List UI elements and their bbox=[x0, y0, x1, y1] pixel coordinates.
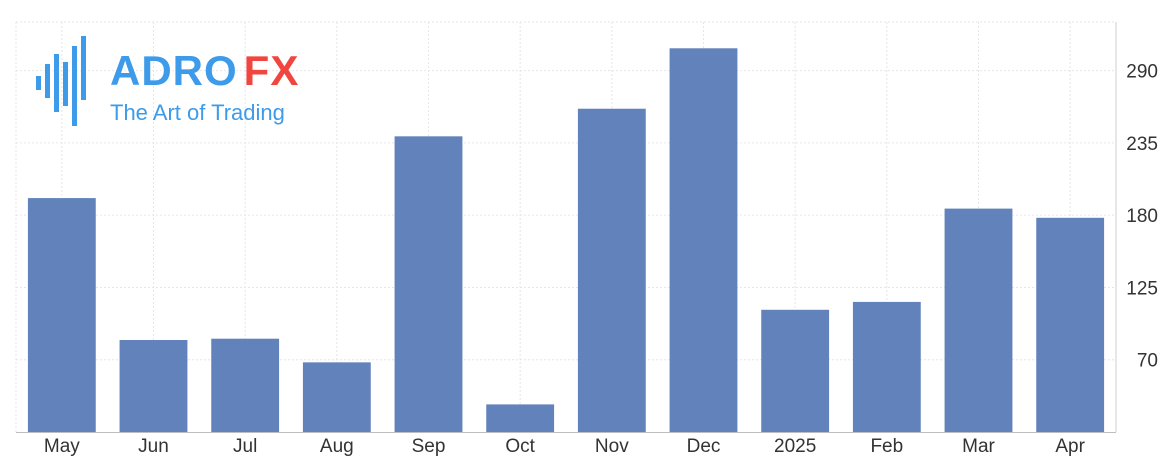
x-tick-label: Oct bbox=[505, 436, 535, 457]
bar-jul bbox=[211, 338, 280, 432]
logo-tagline: The Art of Trading bbox=[110, 100, 285, 125]
logo-word-fx: FX bbox=[243, 47, 300, 94]
x-tick-label: Mar bbox=[962, 436, 995, 457]
bar-apr bbox=[1036, 217, 1105, 432]
bars bbox=[27, 48, 1105, 433]
bar-nov bbox=[577, 108, 646, 432]
x-tick-labels: May Jun Jul Aug Sep Oct Nov Dec 2025 Feb Mar Apr bbox=[44, 436, 1086, 457]
bar-oct bbox=[486, 404, 555, 432]
x-tick-label: Sep bbox=[412, 436, 446, 457]
bar-aug bbox=[302, 362, 371, 432]
bar-feb bbox=[852, 301, 921, 432]
x-tick-label: Aug bbox=[320, 436, 354, 457]
x-tick-label: Nov bbox=[595, 436, 629, 457]
x-tick-label: 2025 bbox=[774, 436, 816, 457]
x-tick-label: Dec bbox=[687, 436, 721, 457]
bar-dec bbox=[669, 48, 738, 433]
logo-word-adro: ADRO bbox=[110, 47, 238, 94]
x-tick-label: Feb bbox=[870, 436, 903, 457]
y-tick-labels: 70 125 180 235 290 bbox=[1126, 62, 1158, 372]
y-tick-label: 235 bbox=[1126, 134, 1158, 155]
y-tick-label: 125 bbox=[1126, 278, 1158, 299]
x-tick-label: Jul bbox=[233, 436, 257, 457]
x-tick-label: Jun bbox=[138, 436, 169, 457]
y-tick-label: 290 bbox=[1126, 62, 1158, 83]
logo-bars-icon bbox=[36, 36, 86, 126]
bar-jun bbox=[119, 340, 188, 432]
y-tick-label: 180 bbox=[1126, 206, 1158, 227]
adrofx-logo: ADRO FX The Art of Trading bbox=[30, 32, 310, 132]
y-tick-label: 70 bbox=[1137, 351, 1158, 372]
bar-mar bbox=[944, 208, 1013, 432]
bar-may bbox=[27, 198, 96, 432]
x-tick-label: Apr bbox=[1055, 436, 1085, 457]
bar-sep bbox=[394, 136, 463, 433]
logo-wordmark: ADRO FX bbox=[110, 50, 299, 92]
bar-2025 bbox=[761, 309, 830, 432]
x-tick-label: May bbox=[44, 436, 80, 457]
